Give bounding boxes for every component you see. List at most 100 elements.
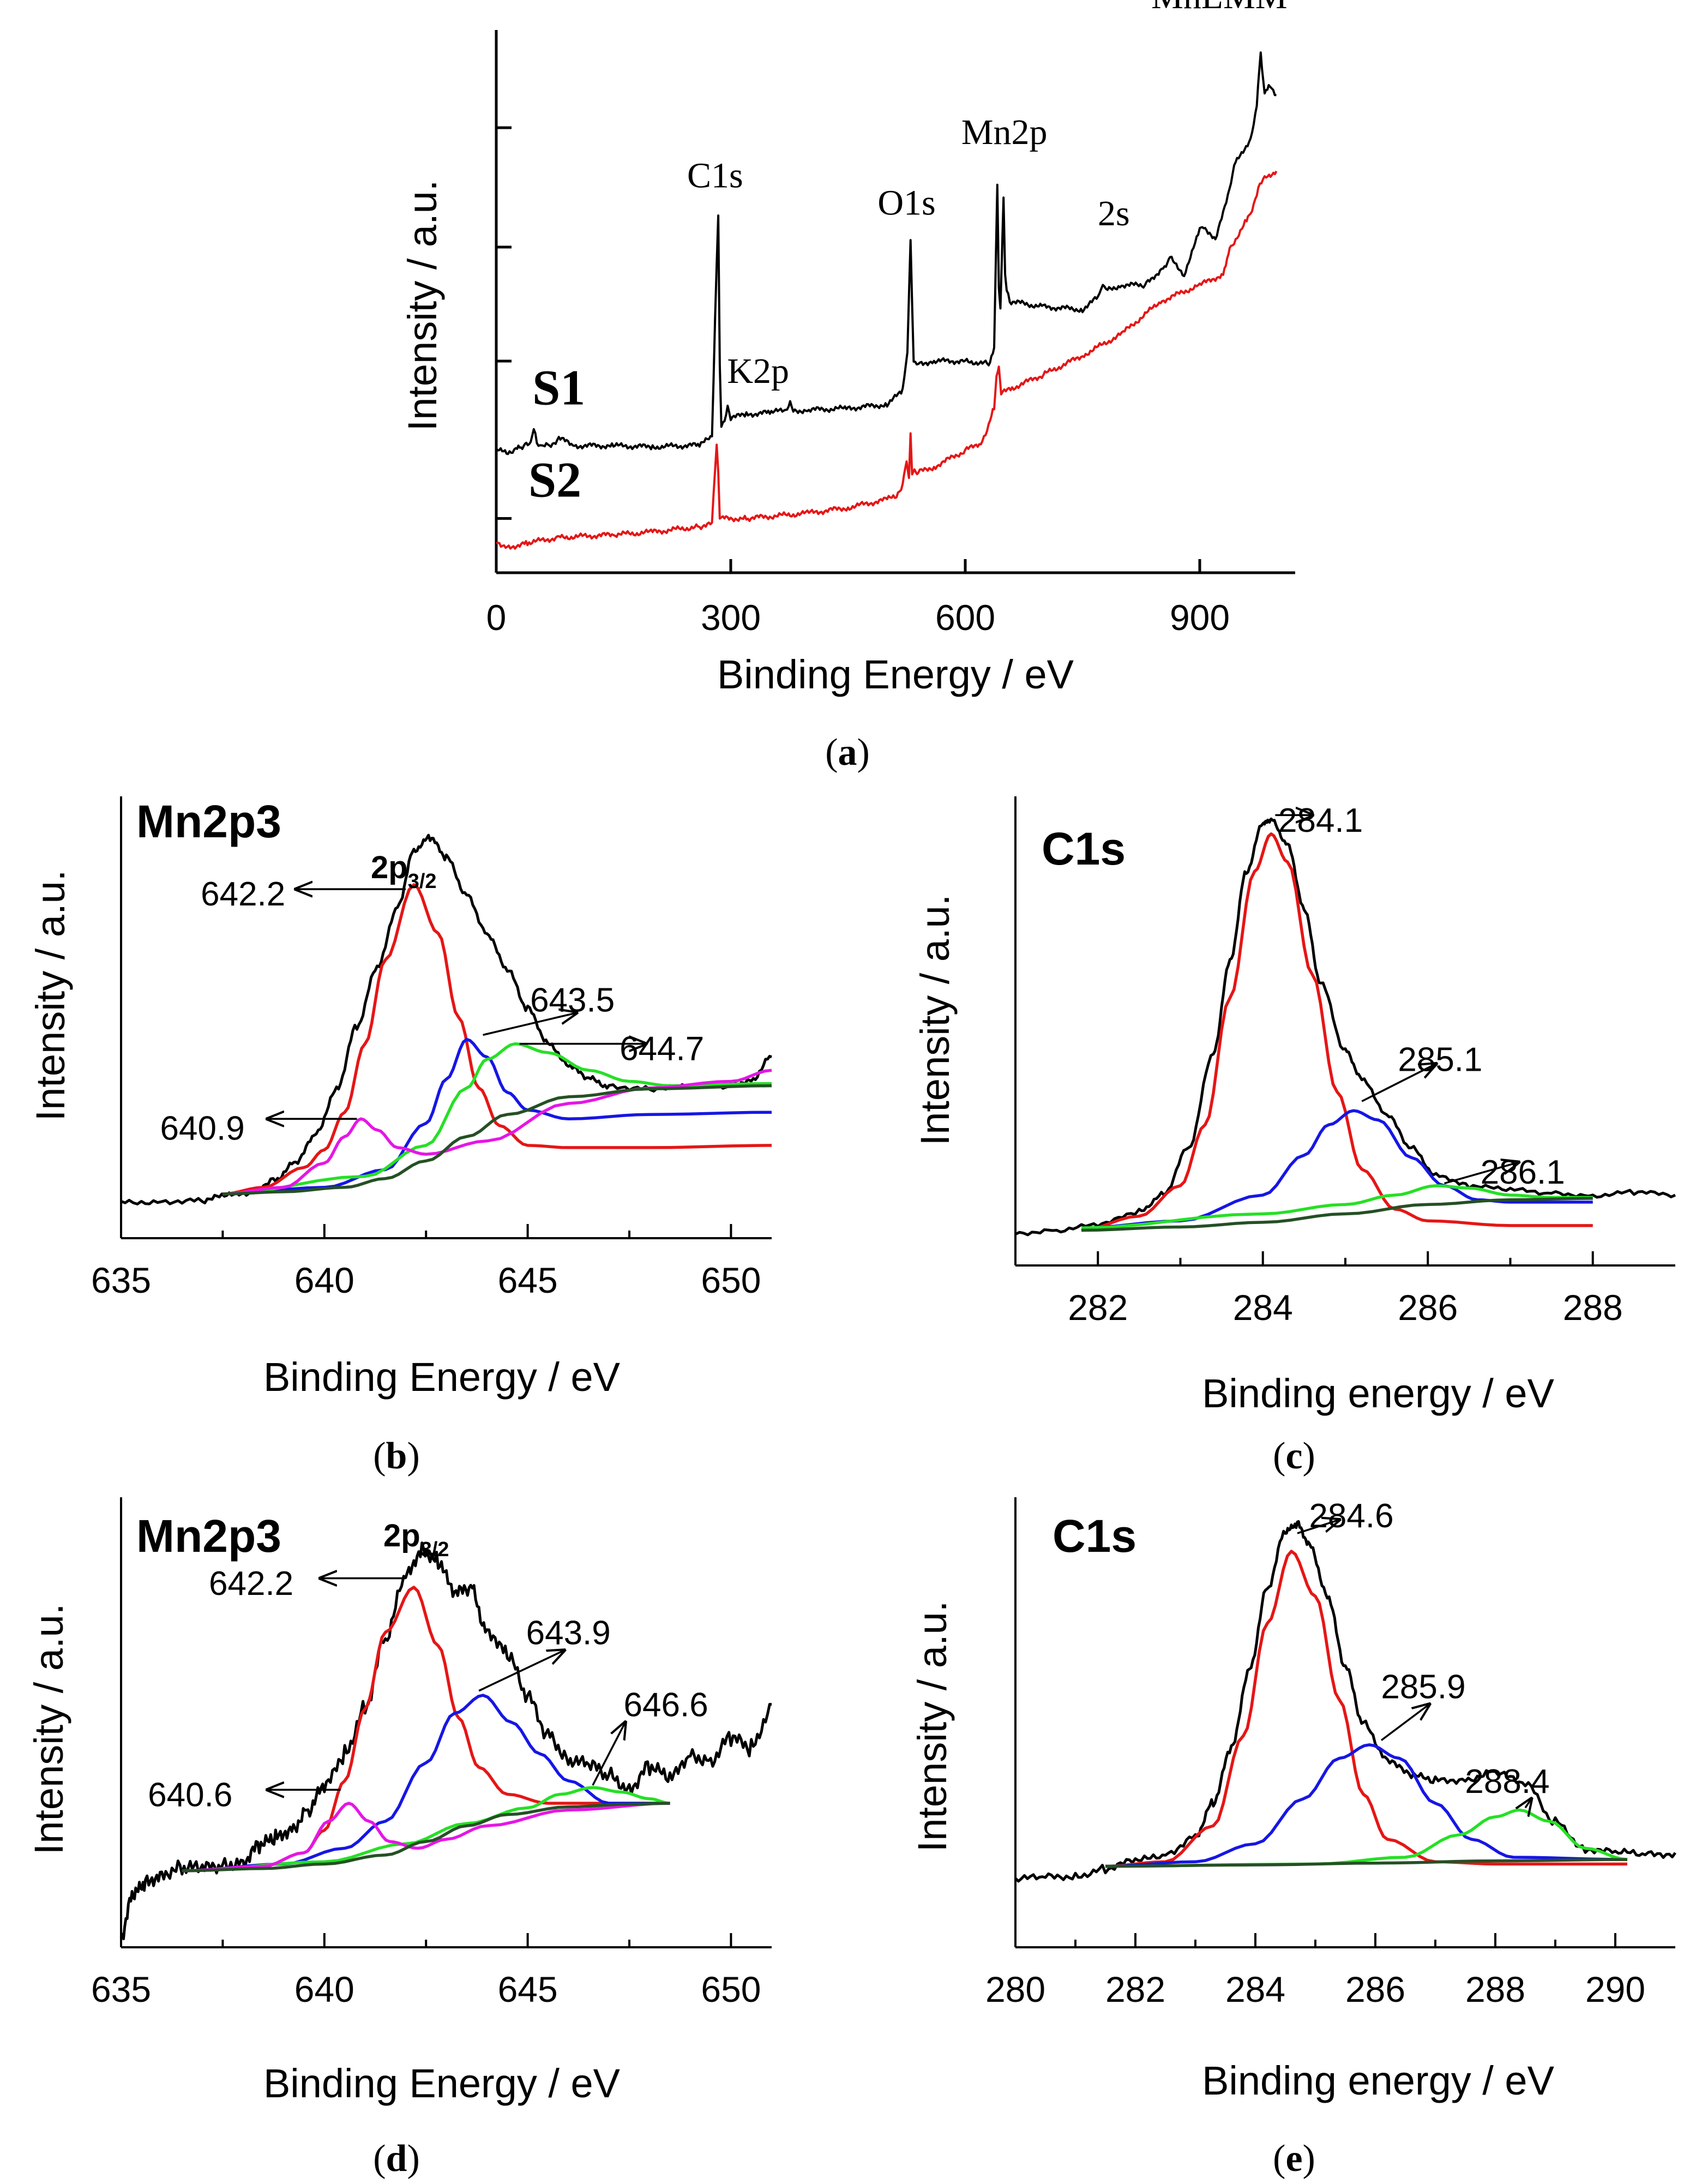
panel-a-x-tick-label: 600	[935, 597, 995, 638]
panel-d-y-axis-title: Intensity / a.u.	[26, 1604, 71, 1855]
panel-e-caption: (e)	[1273, 2138, 1315, 2180]
panel-a-x-tick-label: 0	[486, 597, 507, 638]
annotation-label-646-6: 646.6	[624, 1687, 708, 1724]
fit-blue-line	[182, 1694, 670, 1873]
panel-c-x-tick-label: 288	[1563, 1287, 1623, 1328]
annotation-label-643-5: 643.5	[530, 982, 615, 1019]
panel-e-x-tick-label: 288	[1465, 1969, 1525, 2009]
panel-b-x-axis-title: Binding Energy / eV	[263, 1354, 621, 1400]
panel-a-x-tick-label: 300	[701, 597, 761, 638]
panel-b-caption: (b)	[373, 1435, 420, 1477]
panel-a-caption: (a)	[825, 731, 870, 773]
annotation-arrow	[592, 1723, 626, 1786]
fit-background-line	[1081, 1197, 1593, 1232]
annotation-arrow	[1444, 1162, 1519, 1185]
panel-c-x-tick-label: 286	[1398, 1287, 1458, 1328]
panel-b-x-tick-label: 635	[91, 1260, 151, 1300]
panel-b-x-tick-label: 650	[701, 1260, 761, 1300]
fit-blue-line	[222, 1037, 772, 1196]
panel-b-axes: 635 640 645 650	[91, 796, 772, 1300]
panel-b-x-tick-label: 640	[294, 1260, 354, 1300]
fit-green-line	[1081, 1184, 1593, 1229]
panel-c-x-tick-label: 282	[1068, 1287, 1128, 1328]
fit-magenta-line	[182, 1802, 670, 1873]
annotation-arrow	[1380, 1705, 1429, 1741]
panel-e-x-tick-label: 280	[985, 1969, 1045, 2009]
panel-c-x-tick-label: 284	[1233, 1287, 1293, 1328]
fit-blue-line	[1105, 1743, 1628, 1868]
annotation-label-642-2: 642.2	[201, 875, 285, 913]
annotation-label-640-9: 640.9	[160, 1110, 245, 1148]
peak-label-2s: 2s	[1098, 194, 1130, 233]
peak-label-k2p: K2p	[727, 351, 789, 391]
panel-c-x-axis-title: Binding energy / eV	[1202, 1371, 1555, 1416]
fit-envelope-line	[1014, 817, 1676, 1237]
annotation-label-285-9: 285.9	[1381, 1669, 1465, 1706]
panel-a-axes: 0 300 600 900	[486, 30, 1295, 638]
annotation-label-284-1: 284.1	[1278, 802, 1363, 839]
panel-b-title: Mn2p3	[136, 796, 281, 847]
peak-label-mnlmm: MnLMM	[1151, 0, 1287, 16]
panel-c-title: C1s	[1042, 823, 1126, 874]
sample-label-s1: S1	[532, 360, 585, 416]
annotation-arrow	[478, 1651, 564, 1692]
peak-label-c1s: C1s	[687, 156, 743, 196]
panel-b-x-tick-label: 645	[498, 1260, 558, 1300]
fit-background-line	[1105, 1858, 1628, 1868]
panel-d-subtitle: 2p3/2	[383, 1518, 449, 1561]
annotation-arrow	[1525, 1799, 1531, 1808]
panel-d-title: Mn2p3	[136, 1510, 281, 1562]
series-s1-line	[495, 51, 1277, 455]
panel-e-c1s-s2: 280 282 284 286 288 290 284.6 285.9 288.4 C1s B…	[910, 1497, 1677, 2180]
annotation-label-286-1: 286.1	[1481, 1154, 1565, 1191]
fit-green-line	[182, 1786, 670, 1873]
series-s2-line	[496, 170, 1278, 550]
panel-a-survey-spectrum: 0 300 600 900 C1s K2p O1s Mn2p 2s MnLMM S1 S2 Bin…	[400, 0, 1295, 773]
fit-background-line	[182, 1802, 670, 1873]
panel-d-axes: 635 640 645 650	[91, 1497, 772, 2009]
peak-label-mn2p: Mn2p	[961, 112, 1048, 152]
panel-d-caption: (d)	[373, 2138, 420, 2180]
annotation-label-285-1: 285.1	[1398, 1041, 1482, 1079]
annotation-label-643-9: 643.9	[526, 1615, 611, 1652]
annotation-label-642-2: 642.2	[209, 1565, 293, 1603]
annotation-arrow	[1297, 1520, 1339, 1534]
panel-e-x-tick-label: 282	[1105, 1969, 1165, 2009]
fit-background-line	[222, 1084, 772, 1196]
panel-e-axes: 280 282 284 286 288 290	[985, 1497, 1675, 2009]
annotation-arrow	[1361, 1064, 1436, 1102]
panel-c-y-axis-title: Intensity / a.u.	[912, 895, 958, 1146]
fit-envelope-line	[1014, 1520, 1677, 1883]
panel-d-x-tick-label: 635	[91, 1969, 151, 2009]
sample-label-s2: S2	[528, 452, 581, 508]
fit-red-line	[222, 883, 772, 1196]
fit-green-line	[222, 1042, 772, 1196]
fit-red-line	[1081, 832, 1593, 1232]
panel-c-axes: 282 284 286 288	[1014, 796, 1675, 1328]
annotation-label-284-6: 284.6	[1309, 1497, 1393, 1535]
panel-c-c1s-s1: 282 284 286 288 284.1 285.1 286.1 C1s Binding…	[912, 796, 1676, 1477]
panel-a-x-tick-label: 900	[1170, 597, 1230, 638]
annotation-label-644-7: 644.7	[620, 1030, 704, 1068]
annotation-arrow	[483, 1013, 576, 1036]
panel-e-x-tick-label: 286	[1345, 1969, 1405, 2009]
annotation-label-288-4: 288.4	[1465, 1763, 1549, 1801]
panel-e-x-axis-title: Binding energy / eV	[1202, 2058, 1555, 2103]
panel-d-x-tick-label: 650	[701, 1969, 761, 2009]
panel-e-x-tick-label: 290	[1585, 1969, 1645, 2009]
panel-a-y-axis-title: Intensity / a.u.	[400, 180, 445, 431]
panel-e-y-axis-title: Intensity / a.u.	[910, 1601, 955, 1852]
panel-d-x-tick-label: 645	[498, 1969, 558, 2009]
panel-b-subtitle: 2p3/2	[371, 850, 437, 893]
panel-d-x-axis-title: Binding Energy / eV	[263, 2061, 621, 2106]
panel-e-title: C1s	[1053, 1510, 1136, 1562]
annotation-label-640-6: 640.6	[148, 1777, 232, 1814]
panel-e-x-tick-label: 284	[1225, 1969, 1285, 2009]
panel-a-x-axis-title: Binding Energy / eV	[717, 652, 1074, 697]
fit-envelope-line	[119, 1541, 772, 1941]
panel-c-caption: (c)	[1273, 1435, 1315, 1477]
panel-b-y-axis-title: Intensity / a.u.	[28, 870, 73, 1121]
